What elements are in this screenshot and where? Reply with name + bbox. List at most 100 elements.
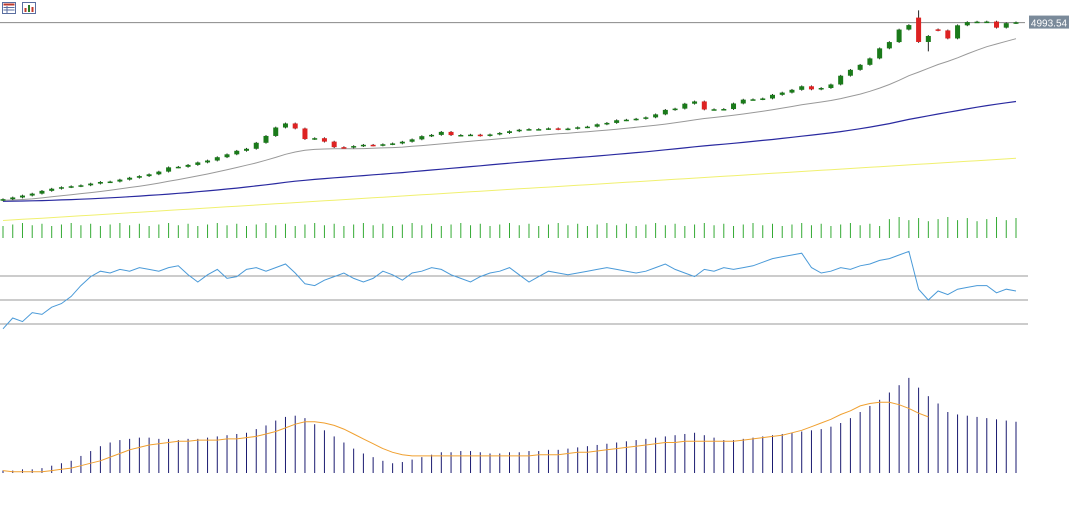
volume-panel (2, 217, 1017, 238)
candle-body (701, 101, 707, 110)
candle-body (623, 119, 629, 122)
candle-body (185, 164, 191, 167)
candle-body (0, 199, 6, 201)
candle-body (857, 64, 863, 70)
candle-body (136, 176, 142, 178)
candle-body (614, 120, 620, 123)
rsi-line (2, 250, 1017, 330)
candle-body (341, 147, 347, 149)
candle-body (360, 144, 366, 147)
candle-body (58, 187, 64, 189)
candle-body (877, 48, 883, 59)
candle-body (224, 154, 230, 158)
candle-body (234, 150, 240, 155)
candle-body (409, 139, 415, 142)
chart-view-icon[interactable] (22, 2, 36, 14)
candle-body (896, 29, 902, 43)
candle-body (769, 94, 775, 99)
candle-body (818, 87, 824, 90)
candle-body (438, 131, 444, 135)
candle-body (166, 167, 172, 172)
candle-body (97, 181, 103, 184)
candle-body (156, 171, 162, 175)
candle-body (565, 128, 571, 131)
candle-body (555, 128, 561, 130)
candle-body (594, 124, 600, 127)
candle-body (351, 146, 357, 148)
candle-body (604, 122, 610, 125)
candle-body (584, 126, 590, 129)
candle-body (711, 109, 717, 111)
candle-body (399, 141, 405, 144)
candle-body (731, 103, 737, 110)
price-panel: 4993.54 (0, 10, 1069, 221)
candle-body (10, 197, 16, 200)
candle-body (662, 109, 668, 115)
candle-body (282, 123, 288, 128)
candle-body (477, 134, 483, 137)
candle-body (964, 22, 970, 26)
macd-signal-line (2, 401, 929, 473)
candle-body (925, 35, 931, 42)
candle-body (916, 17, 922, 42)
candle-body (175, 166, 181, 169)
candle-body (1003, 23, 1009, 28)
candle-body (653, 114, 659, 118)
candle-body (263, 135, 269, 143)
candle-body (321, 138, 327, 142)
candle-body (390, 143, 396, 145)
candle-body (643, 117, 649, 119)
candle-body (750, 99, 756, 101)
candle-body (253, 142, 259, 149)
candle-body (370, 144, 376, 147)
macd-panel (2, 377, 1017, 473)
candle-body (779, 92, 785, 95)
ma-short-line (2, 38, 1017, 201)
candle-body (974, 21, 980, 24)
candle-body (886, 42, 892, 49)
candle-body (244, 148, 250, 151)
candle-body (273, 127, 279, 136)
candle-body (88, 183, 94, 186)
table-view-icon[interactable] (2, 2, 16, 14)
candle-body (847, 69, 853, 76)
candle-body (117, 179, 123, 182)
candle-body (526, 129, 532, 131)
candle-body (39, 190, 45, 194)
candle-body (575, 127, 581, 129)
candle-body (127, 177, 133, 180)
candle-body (448, 131, 454, 136)
candle-body (29, 193, 35, 196)
current-price-tag: 4993.54 (1029, 15, 1069, 30)
candle-body (195, 162, 201, 165)
candle-body (302, 128, 308, 140)
candle-body (984, 21, 990, 24)
candle-body (458, 134, 464, 137)
candle-body (19, 195, 25, 198)
candle-body (331, 141, 337, 148)
candle-body (68, 186, 74, 188)
candle-body (799, 86, 805, 90)
candle-body (545, 128, 551, 130)
candle-body (146, 174, 152, 177)
candle-body (536, 129, 542, 131)
candle-body (419, 136, 425, 140)
candle-body (312, 138, 318, 140)
candle-body (760, 98, 766, 100)
ma-long-line (2, 157, 1017, 221)
candle-body (906, 25, 912, 30)
candle-body (867, 58, 873, 65)
candle-body (380, 144, 386, 146)
candle-body (292, 123, 298, 129)
candle-body (682, 103, 688, 109)
candle-body (107, 181, 113, 184)
ma-mid-line (2, 100, 1017, 202)
candle-body (692, 101, 698, 104)
candle-body (468, 134, 474, 137)
candle-body (205, 160, 211, 163)
candle-body (429, 134, 435, 137)
candle-body (740, 99, 746, 104)
candle-body (935, 29, 941, 31)
candle-body (214, 157, 220, 161)
